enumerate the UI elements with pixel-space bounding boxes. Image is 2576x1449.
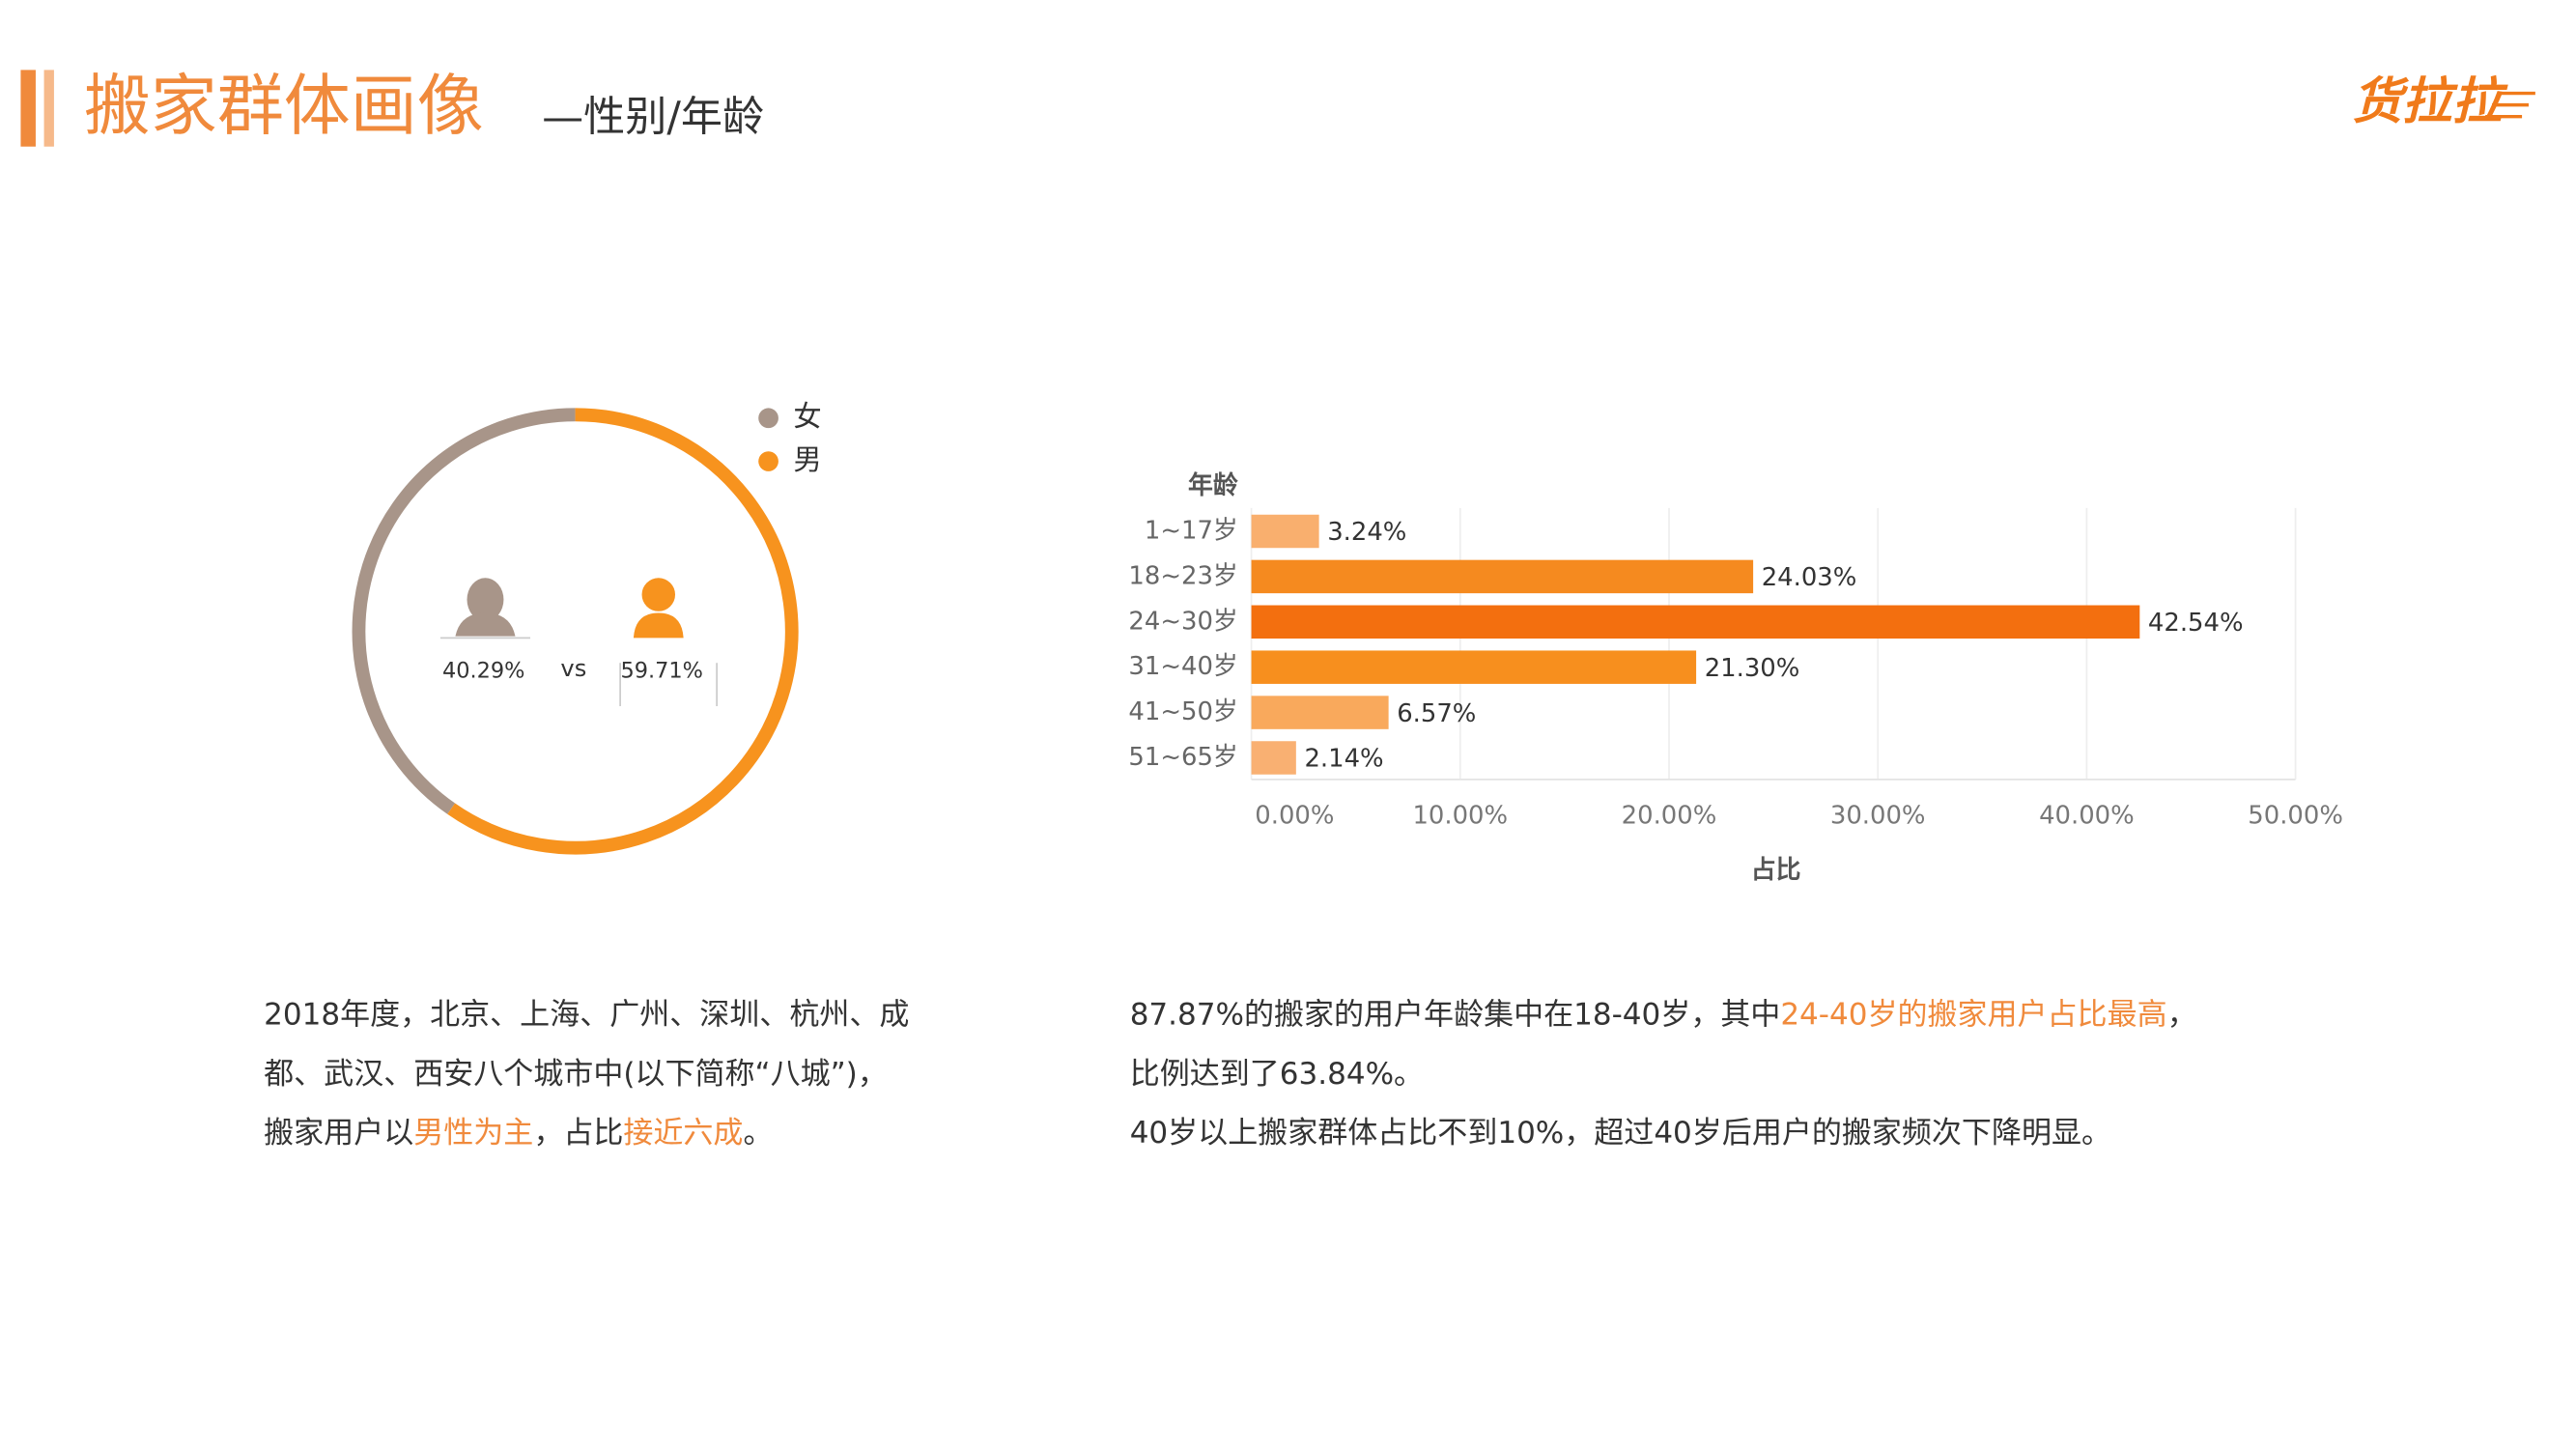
text-span: 搬家用户以 <box>264 1116 413 1151</box>
legend-swatch <box>758 451 778 471</box>
data-label: 3.24% <box>1327 518 1406 547</box>
paragraph-line: 搬家用户以男性为主，占比接近六成。 <box>264 1116 773 1151</box>
text-span: 。 <box>743 1116 773 1151</box>
x-tick-label: 30.00% <box>1830 801 1926 830</box>
bar <box>1251 650 1697 684</box>
x-tick-label: 50.00% <box>2248 801 2343 830</box>
text-span: 2018年度，北京、上海、广州、深圳、杭州、成 <box>264 998 909 1033</box>
y-tick-label: 1~17岁 <box>1145 516 1238 545</box>
paragraph-line: 比例达到了63.84%。 <box>1130 1057 1424 1092</box>
center-text: vs <box>560 655 586 682</box>
text-blocks: 2018年度，北京、上海、广州、深圳、杭州、成都、武汉、西安八个城市中(以下简称… <box>264 998 2196 1151</box>
data-label: 6.57% <box>1397 699 1476 728</box>
data-label: 24.03% <box>1762 563 1857 592</box>
bar <box>1251 741 1296 775</box>
text-span: 比例达到了63.84%。 <box>1130 1057 1424 1092</box>
title-bar <box>20 70 36 147</box>
bar <box>1251 605 2140 639</box>
data-label: 21.30% <box>1705 654 1800 683</box>
subtitle: —性别/年龄 <box>542 94 764 142</box>
text-span: ，占比 <box>533 1116 623 1151</box>
highlight-text: 男性为主 <box>413 1116 533 1151</box>
x-tick-label: 10.00% <box>1412 801 1508 830</box>
highlight-text: 24-40岁的搬家用户占比最高 <box>1780 998 2166 1033</box>
bar <box>1251 696 1389 729</box>
y-tick-label: 31~40岁 <box>1128 652 1237 681</box>
text-span: 都、武汉、西安八个城市中(以下简称“八城”)， <box>264 1057 888 1092</box>
paragraph-line: 87.87%的搬家的用户年龄集中在18-40岁，其中24-40岁的搬家用户占比最… <box>1130 998 2197 1033</box>
text-span: ， <box>2167 998 2197 1033</box>
male-icon <box>633 578 684 639</box>
donut-segment <box>352 408 576 814</box>
data-label: 2.14% <box>1304 745 1383 774</box>
legend-label: 女 <box>793 400 821 433</box>
y-tick-label: 24~30岁 <box>1128 607 1237 636</box>
value-label: 40.29% <box>442 658 524 683</box>
paragraph-line: 40岁以上搬家群体占比不到10%，超过40岁后用户的搬家频次下降明显。 <box>1130 1116 2111 1151</box>
x-tick-label: 20.00% <box>1622 801 1717 830</box>
paragraph-line: 都、武汉、西安八个城市中(以下简称“八城”)， <box>264 1057 888 1092</box>
text-span: 40岁以上搬家群体占比不到10%，超过40岁后用户的搬家频次下降明显。 <box>1130 1116 2111 1151</box>
value-label: 59.71% <box>621 658 703 683</box>
legend-label: 男 <box>793 443 821 476</box>
y-tick-label: 51~65岁 <box>1128 743 1237 772</box>
donut-segment <box>447 408 799 855</box>
y-axis-title: 年龄 <box>1188 470 1238 500</box>
legend-swatch <box>758 408 778 429</box>
title: 搬家群体画像 <box>84 68 484 145</box>
title-bar <box>43 70 54 147</box>
bar <box>1251 514 1319 549</box>
logo: 货拉拉 <box>2352 73 2508 131</box>
x-tick-label: 0.00% <box>1255 801 1334 830</box>
y-tick-label: 18~23岁 <box>1128 561 1237 590</box>
data-label: 42.54% <box>2148 609 2244 638</box>
x-axis-title: 占比 <box>1751 856 1801 885</box>
female-icon <box>455 578 516 637</box>
text-span: 87.87%的搬家的用户年龄集中在18-40岁，其中 <box>1130 998 1781 1033</box>
icon-lines <box>439 637 718 707</box>
logo-lines <box>2485 91 2535 119</box>
highlight-text: 接近六成 <box>623 1116 743 1151</box>
x-tick-label: 40.00% <box>2039 801 2135 830</box>
y-tick-label: 41~50岁 <box>1128 697 1237 726</box>
paragraph-line: 2018年度，北京、上海、广州、深圳、杭州、成 <box>264 998 909 1033</box>
bar <box>1251 559 1754 594</box>
